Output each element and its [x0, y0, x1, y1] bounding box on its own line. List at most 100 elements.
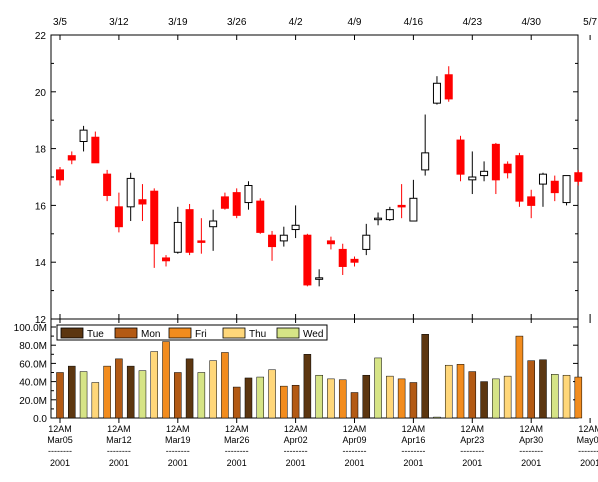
price-y-tick-label: 16 [35, 201, 47, 212]
x-tick-year-label: 2001 [50, 458, 70, 468]
volume-panel: 0.020.0M40.0M60.0M80.0M100.0M12AMMar05--… [14, 318, 598, 468]
volume-bar-tue [480, 381, 488, 419]
price-y-tick-label: 18 [35, 145, 47, 156]
volume-bar-tue [421, 334, 429, 419]
candle-body [114, 206, 123, 228]
x-tick-separator-label: -------- [225, 446, 249, 456]
candle-body [374, 217, 383, 221]
volume-bar-fri [397, 378, 406, 419]
x-tick-year-label: 2001 [168, 458, 188, 468]
x-tick-time-label: 12AM [225, 424, 249, 434]
candle-body [256, 200, 265, 233]
x-tick-separator-label: -------- [107, 446, 131, 456]
x-tick-year-label: 2001 [580, 458, 598, 468]
legend-swatch-thu [222, 327, 246, 339]
x-tick-separator-label: -------- [460, 446, 484, 456]
x-tick-date-label: Mar26 [224, 435, 250, 445]
x-tick-date-label: Apr09 [342, 435, 366, 445]
candle-body [326, 240, 335, 245]
volume-bar-wed [256, 376, 265, 419]
x-tick-year-label: 2001 [403, 458, 423, 468]
price-y-tick-label: 20 [35, 88, 47, 99]
candle-body [538, 173, 547, 185]
candle-body [362, 234, 371, 250]
candle-body [338, 248, 347, 267]
volume-bar-fri [456, 364, 465, 419]
candle-body [480, 170, 489, 177]
volume-bar-thu [444, 364, 453, 419]
candle-body [468, 176, 477, 181]
volume-bar-wed [315, 374, 323, 419]
volume-y-tick-label: 60.0M [19, 359, 47, 370]
x-tick-separator-label: -------- [284, 446, 308, 456]
volume-bar-wed [374, 357, 382, 419]
volume-bar-wed [138, 370, 147, 419]
x-tick-date-label: Apr16 [401, 435, 425, 445]
x-tick-separator-label: -------- [343, 446, 367, 456]
volume-bar-wed [197, 372, 206, 419]
candle-body [244, 185, 253, 204]
volume-bar-mon [174, 372, 182, 419]
volume-bar-mon [409, 382, 418, 419]
x-tick-time-label: 12AM [519, 424, 543, 434]
candle-body [385, 209, 394, 221]
x-tick-time-label: 12AM [284, 424, 308, 434]
volume-bar-tue [244, 377, 253, 419]
legend-label: Wed [303, 329, 323, 340]
candle-body [303, 234, 312, 286]
x-tick-year-label: 2001 [227, 458, 247, 468]
volume-y-tick-label: 40.0M [19, 378, 47, 389]
x-tick-date-label: Mar19 [165, 435, 191, 445]
candle-body [456, 139, 465, 175]
candle-body [574, 172, 583, 182]
volume-bar-mon [527, 360, 535, 419]
volume-bar-thu [209, 360, 217, 419]
candle-body [67, 155, 76, 161]
x-tick-year-label: 2001 [286, 458, 306, 468]
legend-label: Thu [249, 329, 266, 340]
x-tick-time-label: 12AM [166, 424, 190, 434]
volume-bar-tue [303, 354, 312, 419]
price-top-tick-label: 4/16 [404, 17, 424, 28]
volume-y-tick-label: 20.0M [19, 396, 47, 407]
price-top-tick-label: 4/2 [289, 17, 303, 28]
x-tick-time-label: 12AM [402, 424, 426, 434]
x-tick-time-label: 12AM [461, 424, 485, 434]
volume-bar-thu [562, 374, 571, 419]
volume-bar-fri [574, 376, 583, 419]
candle-body [268, 234, 277, 248]
legend-label: Mon [141, 329, 160, 340]
volume-bar-tue [539, 359, 547, 419]
candle-body [103, 173, 112, 196]
x-tick-time-label: 12AM [343, 424, 367, 434]
x-tick-separator-label: -------- [519, 446, 543, 456]
price-top-tick-label: 5/7 [583, 17, 597, 28]
volume-bar-thu [150, 351, 158, 419]
candle-body [550, 180, 559, 194]
legend-swatch-mon [114, 327, 138, 339]
candle-body [350, 258, 359, 263]
volume-bar-mon [115, 358, 123, 419]
candle-body [432, 82, 441, 104]
volume-y-tick-label: 80.0M [19, 341, 47, 352]
x-tick-date-label: May07 [577, 435, 598, 445]
candle-body [173, 221, 182, 253]
candle-body [409, 197, 418, 222]
x-tick-year-label: 2001 [109, 458, 129, 468]
candle-body [126, 177, 135, 208]
volume-bar-fri [221, 352, 229, 419]
price-top-tick-label: 3/19 [168, 17, 188, 28]
price-panel: 12 14 16 18 20 22 3/5 3/12 3/19 3/26 4/2 4/9 4/16 4/2… [35, 17, 598, 326]
volume-bar-wed [433, 416, 441, 419]
candle-body [197, 240, 206, 243]
x-tick-time-label: 12AM [48, 424, 72, 434]
candle-body [503, 163, 512, 174]
price-top-tick-label: 3/26 [227, 17, 247, 28]
volume-bar-wed [79, 371, 88, 419]
candle-body [220, 196, 229, 209]
volume-bar-fri [162, 341, 170, 419]
x-tick-separator-label: -------- [166, 446, 190, 456]
legend-swatch-wed [276, 327, 300, 339]
candle-body [491, 143, 500, 181]
